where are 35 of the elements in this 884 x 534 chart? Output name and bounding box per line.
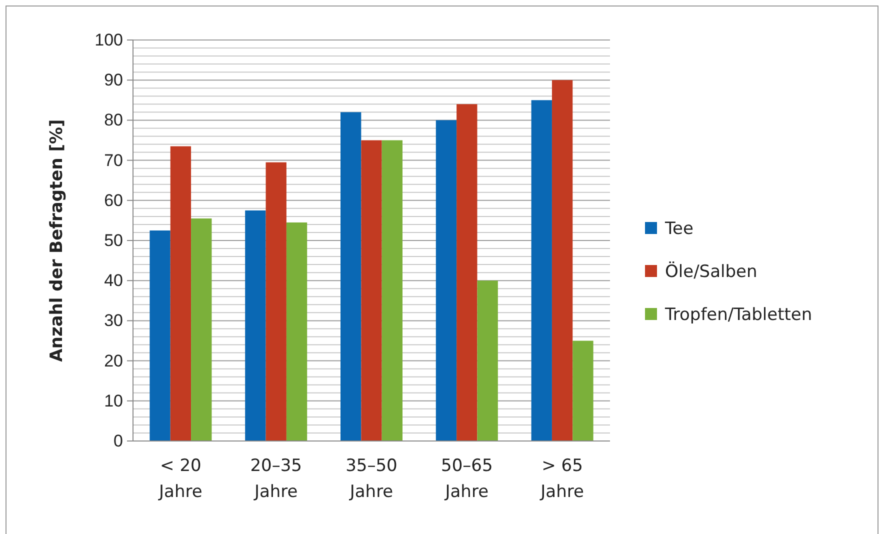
x-tick-label: 20–35 Jahre bbox=[250, 456, 302, 502]
x-tick-label: 35–50 Jahre bbox=[346, 456, 398, 502]
y-tick-label: 50 bbox=[104, 230, 123, 250]
legend-label: Tropfen/Tabletten bbox=[664, 305, 812, 325]
x-tick-label: 50–65 Jahre bbox=[441, 456, 493, 502]
bar bbox=[286, 222, 308, 441]
bar bbox=[191, 218, 212, 441]
y-tick-label: 40 bbox=[104, 271, 123, 290]
bar bbox=[245, 210, 266, 441]
bar bbox=[361, 140, 382, 441]
bar bbox=[456, 104, 478, 441]
y-tick-label: 0 bbox=[114, 431, 123, 450]
y-tick-label: 90 bbox=[104, 70, 123, 90]
bar bbox=[150, 230, 170, 441]
y-tick-label: 100 bbox=[94, 30, 123, 50]
bar bbox=[531, 100, 552, 441]
y-tick-label: 20 bbox=[104, 351, 123, 370]
bar bbox=[170, 146, 192, 441]
legend-label: Öle/Salben bbox=[665, 261, 758, 282]
bar bbox=[382, 140, 403, 441]
bar bbox=[552, 80, 573, 441]
y-tick-label: 30 bbox=[104, 311, 123, 330]
bar bbox=[340, 112, 362, 441]
bar bbox=[477, 280, 498, 441]
legend-label: Tee bbox=[664, 219, 694, 239]
x-tick-label: < 20 Jahre bbox=[158, 456, 202, 502]
y-tick-label: 80 bbox=[104, 110, 123, 130]
y-tick-label: 10 bbox=[104, 391, 123, 410]
y-axis-title: Anzahl der Befragten [%] bbox=[47, 119, 67, 362]
y-tick-label: 70 bbox=[104, 150, 123, 170]
bar bbox=[572, 340, 594, 441]
y-tick-label: 60 bbox=[104, 190, 123, 210]
x-tick-label: > 65 Jahre bbox=[540, 456, 584, 502]
bar bbox=[436, 120, 457, 441]
bar bbox=[266, 162, 286, 441]
